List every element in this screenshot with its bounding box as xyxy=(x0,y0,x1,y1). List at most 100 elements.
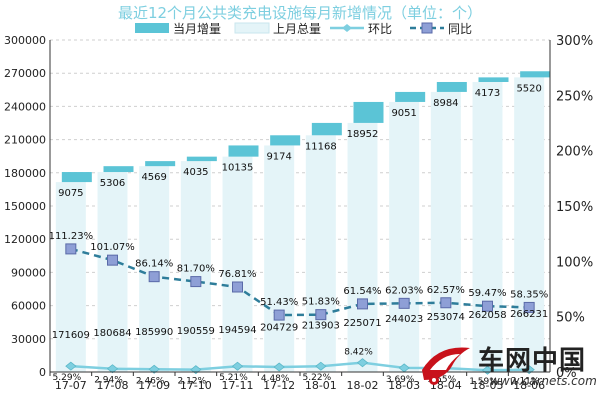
chart-title: 最近12个月公共类充电设施每月新增情况（单位：个） xyxy=(117,4,483,22)
legend-bar-stacked-base-label: 上月总量 xyxy=(273,22,321,36)
y-left-tick-label: 150000 xyxy=(4,200,46,213)
label-total-17-08: 180684 xyxy=(93,328,131,339)
bar-increment-17-12 xyxy=(270,135,301,146)
x-tick-label: 18-03 xyxy=(388,379,420,392)
lines-layer xyxy=(65,243,535,375)
label-increment-17-11: 10135 xyxy=(222,163,254,174)
point-yoy-18-06 xyxy=(523,301,535,313)
legend-line-right-label: 环比 xyxy=(368,22,392,36)
label-yoy-17-10: 81.70% xyxy=(177,264,215,275)
point-yoy-18-05 xyxy=(482,300,493,312)
line-mom xyxy=(70,361,530,372)
label-total-17-12: 204729 xyxy=(260,323,298,334)
label-total-17-11: 194594 xyxy=(218,325,256,336)
bar-base-18-06 xyxy=(514,77,545,372)
label-yoy-18-01: 51.83% xyxy=(302,297,340,308)
bar-base-18-03 xyxy=(389,101,420,373)
y-left-tick-label: 300000 xyxy=(4,34,46,47)
y-right-tick-label: 50% xyxy=(556,311,585,326)
legend: 当月增量 上月总量 环比 同比 xyxy=(135,22,472,36)
label-total-17-07: 171609 xyxy=(52,330,90,341)
y-left-tick-label: 60000 xyxy=(11,300,46,313)
x-tick-label: 17-10 xyxy=(180,379,212,392)
label-mom-17-12: 4.48% xyxy=(261,374,290,384)
bar-base-18-04 xyxy=(430,91,461,372)
y-left-tick-label: 240000 xyxy=(4,100,46,113)
label-mom-17-10: 2.12% xyxy=(178,377,207,387)
x-tick-label: 18-06 xyxy=(513,379,545,392)
y-left-tick-label: 210000 xyxy=(4,134,46,147)
x-tick-label: 18-05 xyxy=(472,379,504,392)
bar-increment-18-01 xyxy=(311,122,342,136)
label-yoy-18-06: 58.35% xyxy=(510,289,548,300)
label-mom-18-04: 3.55% xyxy=(428,375,457,385)
point-yoy-17-10 xyxy=(190,276,202,288)
label-total-18-02: 225071 xyxy=(343,318,381,329)
label-increment-17-10: 4035 xyxy=(183,167,208,178)
label-yoy-17-12: 51.43% xyxy=(260,297,298,308)
label-increment-18-04: 8984 xyxy=(433,98,458,109)
label-increment-17-12: 9174 xyxy=(266,151,291,162)
label-mom-18-05: 1.59% xyxy=(469,377,498,387)
label-yoy-17-09: 86.14% xyxy=(135,259,173,270)
y-right-tick-label: 300% xyxy=(556,34,593,49)
point-yoy-18-02 xyxy=(357,298,368,310)
point-yoy-17-11 xyxy=(232,281,243,293)
point-mom-17-11 xyxy=(231,361,244,371)
point-yoy-17-09 xyxy=(148,271,160,283)
label-increment-18-06: 5520 xyxy=(516,83,541,94)
bar-increment-18-03 xyxy=(395,91,426,102)
bar-base-18-02 xyxy=(347,122,378,373)
point-yoy-18-01 xyxy=(315,309,327,321)
label-yoy-18-02: 61.54% xyxy=(343,286,381,297)
y-right-tick-label: 250% xyxy=(556,89,593,104)
label-mom-17-11: 5.21% xyxy=(219,373,248,383)
point-yoy-17-07 xyxy=(65,243,77,255)
label-increment-17-07: 9075 xyxy=(58,188,83,199)
bar-base-17-11 xyxy=(222,156,253,372)
bar-base-17-09 xyxy=(139,166,170,372)
label-total-17-09: 185990 xyxy=(135,327,173,338)
label-increment-18-02: 18952 xyxy=(347,129,379,140)
bar-increment-17-11 xyxy=(228,145,259,157)
label-increment-18-01: 11168 xyxy=(305,141,337,152)
watermark: 车网中国 www.carnets.com xyxy=(418,336,598,396)
label-mom-17-09: 2.46% xyxy=(136,376,165,386)
point-yoy-18-04 xyxy=(440,297,452,309)
point-mom-18-01 xyxy=(315,361,327,371)
y-left-tick-label: 120000 xyxy=(4,233,46,246)
label-mom-18-06: 2.11% xyxy=(511,377,540,387)
bar-increment-18-06 xyxy=(520,71,551,78)
bar-base-17-12 xyxy=(264,145,295,372)
y-right-tick-label: 150% xyxy=(556,200,593,215)
label-increment-17-08: 5306 xyxy=(100,178,125,189)
bar-base-17-07 xyxy=(55,182,86,372)
label-yoy-18-05: 59.47% xyxy=(468,288,506,299)
label-yoy-17-08: 101.07% xyxy=(90,242,135,253)
label-total-18-04: 253074 xyxy=(427,312,465,323)
label-yoy-18-03: 62.03% xyxy=(385,285,423,296)
y-right-tick-label: 100% xyxy=(556,255,593,270)
label-total-18-01: 213903 xyxy=(302,321,340,332)
label-mom-18-03: 3.69% xyxy=(386,375,415,385)
bar-increment-17-08 xyxy=(103,166,134,173)
label-mom-17-08: 2.94% xyxy=(94,376,123,386)
line-yoy xyxy=(70,247,530,317)
bar-increment-18-02 xyxy=(353,101,384,123)
point-mom-17-07 xyxy=(65,361,77,371)
label-total-18-05: 262058 xyxy=(468,310,506,321)
point-yoy-18-03 xyxy=(398,297,410,309)
x-tick-label: 17-09 xyxy=(138,379,170,392)
car-logo-icon xyxy=(422,347,470,385)
label-yoy-17-11: 76.81% xyxy=(218,269,256,280)
bars-layer xyxy=(55,71,551,373)
point-mom-17-08 xyxy=(106,364,119,374)
point-mom-18-03 xyxy=(398,363,410,373)
legend-line-right-marker xyxy=(342,24,352,32)
y-right-tick-label: 0% xyxy=(556,366,577,381)
bar-increment-17-07 xyxy=(61,172,92,183)
x-tick-label: 17-08 xyxy=(97,379,129,392)
legend-bar-stacked-base-swatch xyxy=(234,22,270,34)
